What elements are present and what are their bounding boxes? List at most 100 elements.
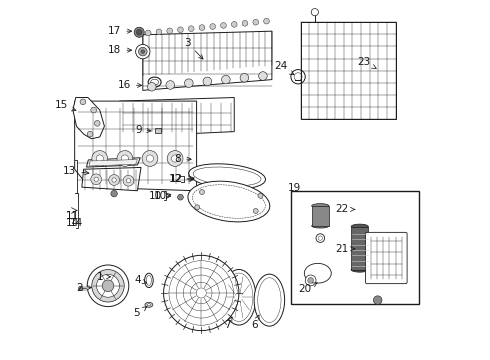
Circle shape xyxy=(87,131,93,137)
Circle shape xyxy=(199,189,204,194)
Text: 1: 1 xyxy=(97,272,110,282)
Circle shape xyxy=(95,121,100,126)
Circle shape xyxy=(195,205,200,210)
Text: 16: 16 xyxy=(118,80,142,90)
Text: 23: 23 xyxy=(357,57,376,68)
Circle shape xyxy=(164,255,239,330)
Text: 8: 8 xyxy=(174,154,191,164)
Circle shape xyxy=(203,77,212,86)
Text: 14: 14 xyxy=(70,218,83,228)
Ellipse shape xyxy=(312,224,329,228)
Circle shape xyxy=(253,208,258,213)
Circle shape xyxy=(142,150,158,166)
Circle shape xyxy=(221,75,230,84)
Ellipse shape xyxy=(304,264,331,283)
Circle shape xyxy=(156,29,162,35)
Circle shape xyxy=(242,21,248,26)
Circle shape xyxy=(231,22,237,27)
Circle shape xyxy=(177,194,183,200)
Text: 2: 2 xyxy=(76,283,92,293)
FancyBboxPatch shape xyxy=(291,191,419,304)
Circle shape xyxy=(311,9,318,16)
Text: 10: 10 xyxy=(148,191,171,201)
Text: 3: 3 xyxy=(184,38,203,59)
Polygon shape xyxy=(120,98,234,137)
Circle shape xyxy=(112,178,116,182)
Text: 6: 6 xyxy=(251,315,259,330)
Circle shape xyxy=(220,23,226,28)
Ellipse shape xyxy=(351,224,368,229)
Circle shape xyxy=(97,274,120,297)
Text: 21: 21 xyxy=(336,244,355,254)
Circle shape xyxy=(166,81,174,89)
Text: 11: 11 xyxy=(66,211,79,221)
Circle shape xyxy=(92,270,124,302)
Circle shape xyxy=(172,155,179,162)
Circle shape xyxy=(147,155,153,162)
Text: 11: 11 xyxy=(66,211,79,221)
Ellipse shape xyxy=(254,274,285,326)
Text: 4: 4 xyxy=(134,275,147,285)
Circle shape xyxy=(139,47,147,56)
Circle shape xyxy=(141,50,145,53)
Ellipse shape xyxy=(193,185,265,218)
Circle shape xyxy=(308,278,314,283)
Circle shape xyxy=(136,44,150,59)
Circle shape xyxy=(210,24,216,30)
Text: 12: 12 xyxy=(170,174,183,184)
Circle shape xyxy=(147,82,156,91)
Polygon shape xyxy=(82,167,141,191)
Circle shape xyxy=(92,150,108,166)
Circle shape xyxy=(253,19,259,25)
Ellipse shape xyxy=(222,270,256,325)
Circle shape xyxy=(78,286,83,291)
FancyBboxPatch shape xyxy=(366,232,407,284)
Text: 7: 7 xyxy=(224,317,232,330)
Circle shape xyxy=(91,174,101,185)
Circle shape xyxy=(117,150,133,166)
Circle shape xyxy=(123,175,134,186)
Ellipse shape xyxy=(188,181,270,222)
Ellipse shape xyxy=(305,275,316,286)
Circle shape xyxy=(259,72,267,80)
Text: 12: 12 xyxy=(169,174,194,184)
Text: 17: 17 xyxy=(108,26,132,36)
Text: 13: 13 xyxy=(63,166,89,176)
Circle shape xyxy=(240,73,249,82)
Circle shape xyxy=(111,190,117,197)
Text: 22: 22 xyxy=(336,204,355,215)
Polygon shape xyxy=(73,98,104,139)
Text: 10: 10 xyxy=(153,191,167,201)
Circle shape xyxy=(134,27,144,37)
Text: 14: 14 xyxy=(66,218,79,228)
Circle shape xyxy=(167,28,172,34)
Circle shape xyxy=(96,155,103,162)
Text: 20: 20 xyxy=(298,283,317,294)
Circle shape xyxy=(373,296,382,305)
Ellipse shape xyxy=(312,204,329,208)
Polygon shape xyxy=(87,158,140,167)
Text: 5: 5 xyxy=(134,307,147,318)
Circle shape xyxy=(91,107,97,113)
Ellipse shape xyxy=(147,304,151,306)
Bar xyxy=(312,206,329,226)
Text: 24: 24 xyxy=(274,61,294,75)
Circle shape xyxy=(126,179,131,183)
Circle shape xyxy=(87,265,129,307)
Circle shape xyxy=(177,27,183,33)
Circle shape xyxy=(167,150,183,166)
Bar xyxy=(351,226,368,270)
Text: 18: 18 xyxy=(108,45,132,55)
Circle shape xyxy=(80,99,86,105)
Circle shape xyxy=(122,155,128,162)
Bar xyxy=(300,22,395,119)
Text: 9: 9 xyxy=(135,125,151,135)
Text: 19: 19 xyxy=(288,183,301,193)
Ellipse shape xyxy=(193,167,261,186)
FancyBboxPatch shape xyxy=(155,129,161,133)
Polygon shape xyxy=(74,101,196,191)
Circle shape xyxy=(258,193,263,198)
Circle shape xyxy=(146,30,151,36)
Ellipse shape xyxy=(351,267,368,272)
Polygon shape xyxy=(89,159,137,166)
